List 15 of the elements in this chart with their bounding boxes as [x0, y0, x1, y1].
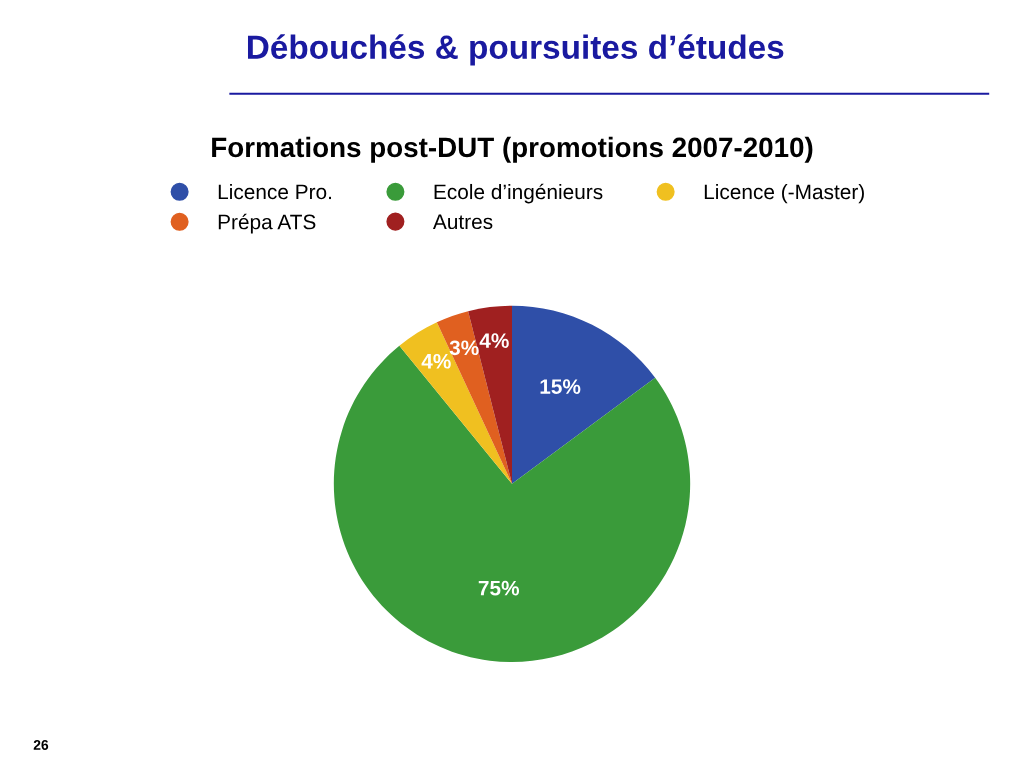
legend-label: Licence Pro. [218, 183, 332, 200]
chart-subtitle: Formations post-DUT (promotions 2007-2010) [212, 136, 813, 163]
data-label: 4% [479, 333, 509, 348]
legend-label: Autres [432, 214, 493, 230]
data-label: 75% [478, 580, 520, 596]
legend-label: Prépa ATS [218, 213, 316, 234]
data-label: 3% [449, 340, 479, 356]
legend-label: Licence (-Master) [704, 183, 864, 204]
text: 26 [33, 740, 49, 750]
chart-title: Débouchés & poursuites d’études [247, 34, 784, 66]
data-label: 15% [540, 379, 581, 394]
data-label: 4% [421, 353, 451, 369]
legend-label: Ecole d’ingénieurs [434, 183, 603, 204]
pie-slice [512, 305, 656, 484]
pie-slice [399, 322, 512, 484]
